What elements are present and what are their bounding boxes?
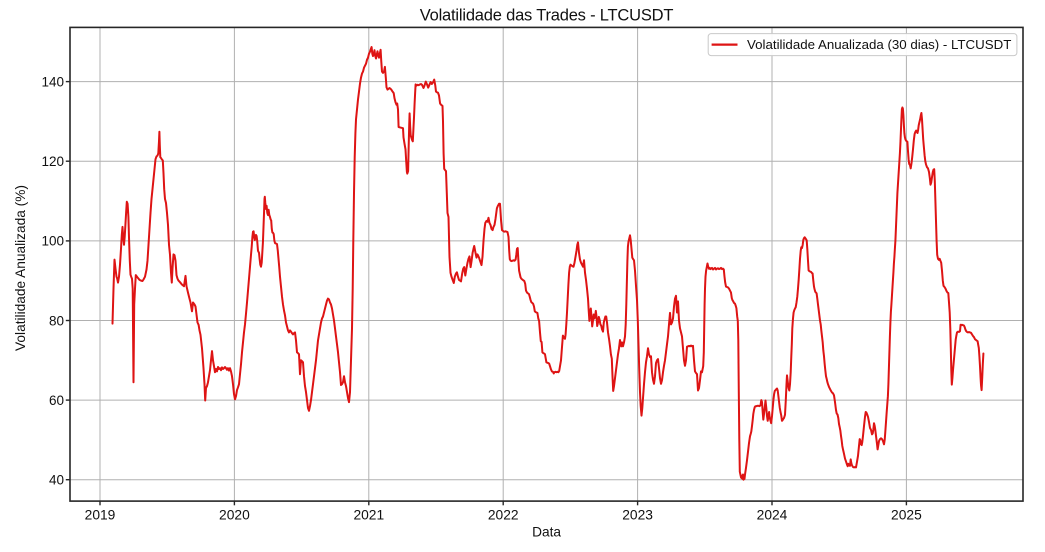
svg-text:80: 80 — [49, 313, 64, 328]
svg-text:Volatilidade Anualizada (30 di: Volatilidade Anualizada (30 dias) - LTCU… — [747, 37, 1011, 52]
svg-text:2025: 2025 — [891, 507, 922, 522]
svg-text:40: 40 — [49, 473, 64, 488]
svg-text:2023: 2023 — [622, 507, 653, 522]
svg-text:100: 100 — [41, 234, 64, 249]
svg-text:2019: 2019 — [85, 507, 116, 522]
svg-text:Volatilidade das Trades - LTCU: Volatilidade das Trades - LTCUSDT — [420, 6, 674, 24]
svg-text:60: 60 — [49, 393, 64, 408]
svg-text:2020: 2020 — [219, 507, 250, 522]
svg-text:2021: 2021 — [353, 507, 384, 522]
svg-text:Volatilidade Anualizada (%): Volatilidade Anualizada (%) — [13, 185, 28, 351]
svg-text:2022: 2022 — [488, 507, 519, 522]
svg-text:Data: Data — [532, 525, 561, 540]
svg-text:120: 120 — [41, 154, 64, 169]
svg-text:2024: 2024 — [757, 507, 788, 522]
svg-text:140: 140 — [41, 74, 64, 89]
